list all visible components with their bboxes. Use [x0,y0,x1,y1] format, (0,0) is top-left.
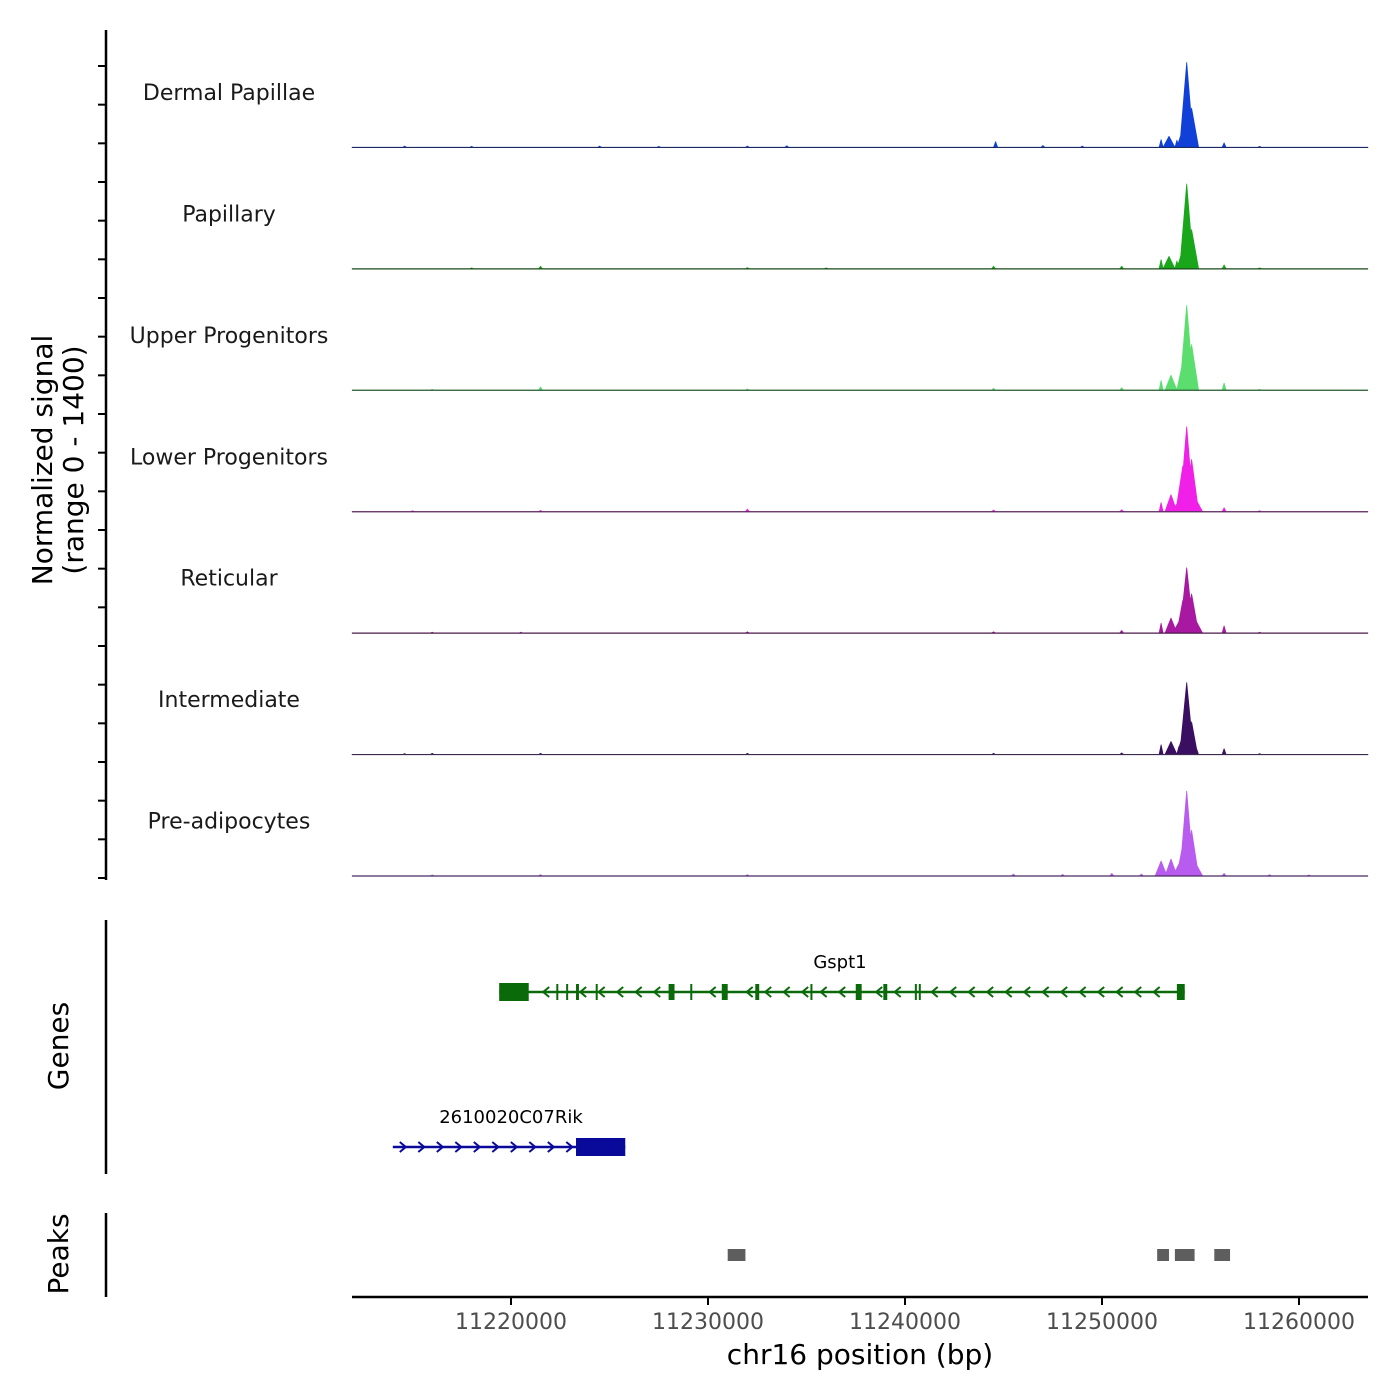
gene-gspt1-exon [810,984,813,1000]
gene-gspt1-strand-chevron [967,986,976,998]
gene-2610020c07rik-strand-chevron [491,1141,500,1153]
gene-2610020c07rik-strand-chevron [454,1141,463,1153]
coverage-area-intermediate [351,682,1369,755]
peaks-panel [104,1213,1231,1297]
coverage-panel: Dermal Papillae Papillary Upper Progenitor… [98,30,1369,880]
coverage-area-papillary [351,183,1369,270]
peak-region [727,1249,746,1261]
gene-gspt1-strand-chevron [745,986,754,998]
gene-gspt1-exon [918,984,921,1000]
track-label-dermal-papillae: Dermal Papillae [143,81,315,106]
gene-gspt1-strand-chevron [930,986,939,998]
gene-gspt1-strand-chevron [597,986,606,998]
x-tick-label: 11220000 [455,1310,567,1335]
track-label-intermediate: Intermediate [158,688,300,713]
gene-2610020c07rik-strand-chevron [473,1141,482,1153]
gene-gspt1-strand-chevron [1133,986,1142,998]
coverage-area-upper-progenitors [351,305,1369,391]
gene-2610020c07rik-strand-chevron [399,1141,408,1153]
genes-panel: Gspt1 2610020C07Rik [104,920,1185,1174]
gene-gspt1-label: Gspt1 [813,952,866,973]
gene-gspt1-strand-chevron [1115,986,1124,998]
gene-gspt1-strand-chevron [985,986,994,998]
gene-gspt1-exon [855,984,862,1000]
gene-gspt1-strand-chevron [615,986,624,998]
gene-2610020c07rik-strand-chevron [510,1141,519,1153]
gene-2610020c07rik-strand-chevron [547,1141,556,1153]
genes-ylabel: Genes [42,1002,75,1090]
gene-gspt1-strand-chevron [819,986,828,998]
coverage-ylabel-line1: Normalized signal [26,335,59,586]
gene-gspt1-strand-chevron [652,986,661,998]
gene-gspt1-strand-chevron [782,986,791,998]
coverage-area-pre-adipocytes [351,790,1369,877]
gene-gspt1-strand-chevron [541,986,550,998]
coverage-area-lower-progenitors [351,426,1369,513]
gene-gspt1-exon [721,984,728,1000]
gene-gspt1-exon [556,984,559,1000]
gene-gspt1-strand-chevron [1152,986,1161,998]
x-axis-title: chr16 position (bp) [727,1338,993,1371]
gene-gspt1-exon [499,983,529,1001]
gene-gspt1-strand-chevron [634,986,643,998]
coverage-ylabel-line2: (range 0 - 1400) [57,345,90,574]
gene-gspt1-strand-chevron [1041,986,1050,998]
gene-gspt1-strand-chevron [1059,986,1068,998]
track-label-papillary: Papillary [182,202,276,227]
coverage-area-dermal-papillae [351,62,1369,148]
gene-gspt1-strand-chevron [1022,986,1031,998]
gene-gspt1-strand-chevron [948,986,957,998]
gene-gspt1-exon [668,984,675,1000]
gene-gspt1-strand-chevron [1004,986,1013,998]
gene-gspt1-exon [576,984,579,1000]
x-tick-label: 11230000 [652,1310,764,1335]
gene-gspt1-strand-chevron [800,986,809,998]
gene-2610020c07rik-strand-chevron [417,1141,426,1153]
track-label-lower-progenitors: Lower Progenitors [130,445,328,470]
gene-gspt1-exon [1176,984,1185,1000]
gene-gspt1-strand-chevron [1078,986,1087,998]
x-tick-label: 11260000 [1243,1310,1355,1335]
gene-2610020c07rik-strand-chevron [565,1141,574,1153]
peaks-ylabel: Peaks [42,1213,75,1294]
gene-gspt1-strand-chevron [874,986,883,998]
peak-region [1157,1249,1169,1261]
gene-2610020c07rik-exon [576,1138,626,1156]
peak-region [1214,1249,1231,1261]
gene-gspt1-exon [690,984,693,1000]
track-label-upper-progenitors: Upper Progenitors [130,324,329,349]
x-tick-label: 11240000 [849,1310,961,1335]
gene-gspt1-exon [595,984,598,1000]
gene-gspt1-exon [755,984,760,1000]
gene-gspt1-strand-chevron [763,986,772,998]
peak-region [1174,1249,1195,1261]
gene-gspt1-strand-chevron [837,986,846,998]
track-label-reticular: Reticular [180,567,278,592]
gene-gspt1-strand-chevron [578,986,587,998]
gene-gspt1-exon [566,984,569,1000]
gene-2610020c07rik-strand-chevron [436,1141,445,1153]
coverage-area-reticular [351,567,1369,634]
x-tick-label: 11250000 [1046,1310,1158,1335]
gene-gspt1-exon [883,984,888,1000]
gene-gspt1-strand-chevron [893,986,902,998]
gene-2610020c07rik-label: 2610020C07Rik [439,1107,583,1128]
gene-gspt1-exon [914,984,917,1000]
gene-gspt1-strand-chevron [708,986,717,998]
gene-gspt1-strand-chevron [1096,986,1105,998]
track-label-pre-adipocytes: Pre-adipocytes [148,810,311,835]
gene-2610020c07rik-strand-chevron [528,1141,537,1153]
x-axis: 11220000 11230000 11240000 11250000 11260000 [352,1295,1368,1335]
